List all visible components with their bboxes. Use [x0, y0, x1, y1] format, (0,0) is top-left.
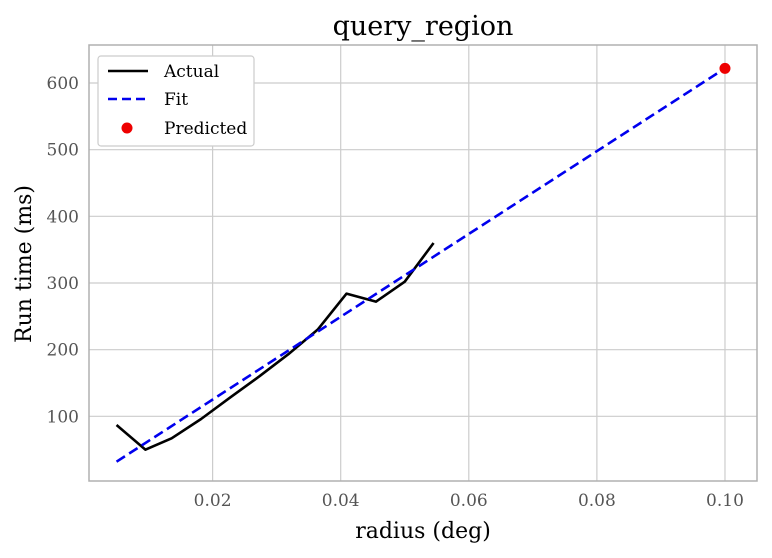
y-tick-label: 400	[47, 207, 79, 227]
chart-title: query_region	[333, 11, 514, 42]
fit-line	[115, 67, 726, 463]
legend-swatch-predicted	[121, 122, 133, 134]
series-layer	[115, 62, 731, 463]
actual-line	[115, 242, 435, 451]
legend-label-actual: Actual	[163, 62, 219, 82]
x-tick-label: 0.08	[578, 491, 616, 511]
x-axis-label: radius (deg)	[355, 519, 491, 544]
legend-box	[97, 55, 255, 147]
x-tick-label: 0.06	[450, 491, 488, 511]
legend-label-fit: Fit	[164, 90, 188, 110]
ticks: 0.02 0.04 0.06 0.08 0.10 100 200 300 400 500 600	[47, 74, 744, 511]
y-tick-label: 300	[47, 274, 79, 294]
plot-frame	[88, 44, 758, 482]
predicted-point	[719, 62, 731, 74]
x-tick-label: 0.10	[706, 491, 744, 511]
y-tick-label: 500	[47, 141, 79, 161]
x-tick-label: 0.02	[194, 491, 232, 511]
y-axis-label: Run time (ms)	[12, 185, 37, 343]
grid	[89, 45, 757, 481]
legend-label-predicted: Predicted	[164, 119, 247, 139]
legend: Actual Fit Predicted	[97, 55, 255, 147]
y-tick-label: 100	[47, 407, 79, 427]
y-tick-label: 200	[47, 341, 79, 361]
y-tick-label: 600	[47, 74, 79, 94]
x-tick-label: 0.04	[322, 491, 360, 511]
